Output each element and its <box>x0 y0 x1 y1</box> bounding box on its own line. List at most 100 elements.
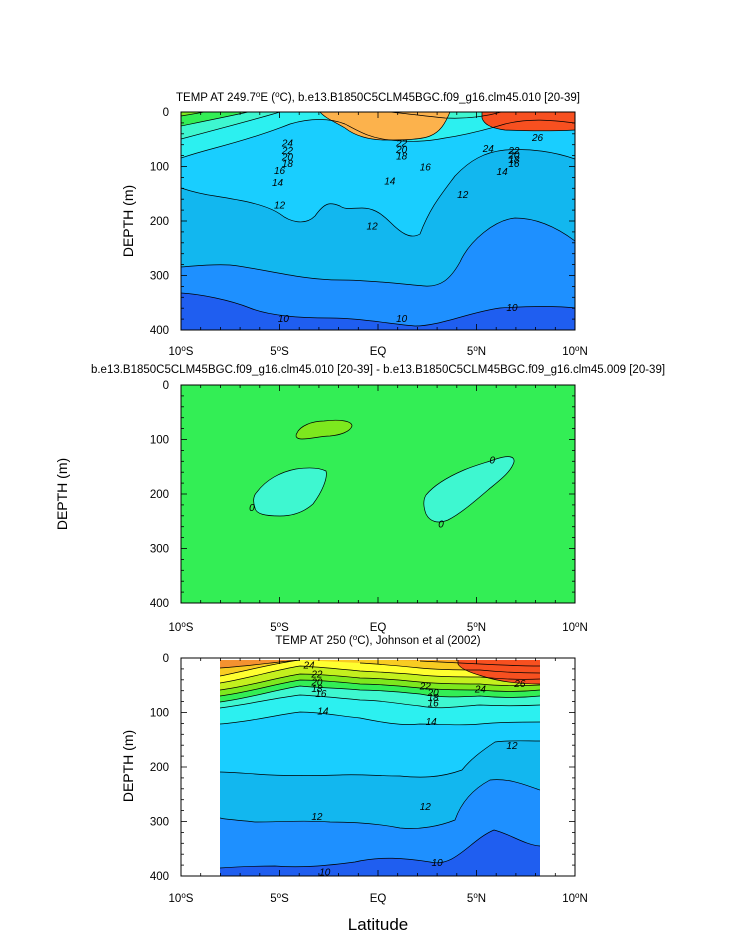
x-tick-label: EQ <box>370 346 387 358</box>
contour-label: 14 <box>317 706 329 717</box>
fill-band-20-22 <box>181 66 575 112</box>
y-tick-label: 400 <box>150 598 169 610</box>
panel-3-y-axis-label: DEPTH (m) <box>120 730 136 802</box>
y-tick-label: 300 <box>150 271 169 283</box>
x-tick-label: 5oN <box>467 620 486 634</box>
x-axis-label: Latitude <box>348 915 409 934</box>
y-tick-label: 300 <box>150 817 169 829</box>
contour-label: 16 <box>274 166 286 177</box>
contour-label: 24 <box>482 144 495 155</box>
x-tick-label: 5oS <box>270 891 289 905</box>
contour-label: 22 <box>395 139 408 150</box>
panel-3: TEMP AT 250 (oC), Johnson et al (2002) <box>220 633 540 876</box>
contour-label: 10 <box>278 314 290 325</box>
contour-label: 10 <box>432 858 444 869</box>
contour-label: 0 <box>249 503 255 514</box>
contour-labels-layer: 2422201816141222201816141212242622201816… <box>249 133 544 879</box>
contour-label: 14 <box>497 167 509 178</box>
y-tick-label: 300 <box>150 544 169 556</box>
panel-3-title: TEMP AT 250 (oC), Johnson et al (2002) <box>275 633 480 647</box>
contour-label: 16 <box>420 163 432 174</box>
contour-label: 0 <box>438 519 444 530</box>
contour-label: 18 <box>428 693 440 704</box>
contour-label: 16 <box>315 689 327 700</box>
contour-label: 14 <box>272 178 284 189</box>
y-tick-label: 100 <box>150 435 169 447</box>
contour-label: 0 <box>489 456 495 467</box>
y-tick-label: 0 <box>163 380 169 392</box>
y-tick-label: 200 <box>150 489 169 501</box>
contour-label: 20 <box>507 151 520 162</box>
contour-label: 20 <box>395 145 408 156</box>
panel-2: b.e13.B1850C5CLM45BGC.f09_g16.clm45.010 … <box>91 364 665 603</box>
panel-1-title: TEMP AT 249.7oE (oC), b.e13.B1850C5CLM45… <box>176 90 580 104</box>
contour-label: 12 <box>274 201 286 212</box>
contour-label: 18 <box>311 684 323 695</box>
y-tick-label: 400 <box>150 871 169 883</box>
contour-label: 20 <box>310 677 323 688</box>
contour-label: 24 <box>474 685 487 696</box>
contour-label: 24 <box>302 661 315 672</box>
y-tick-label: 0 <box>163 653 169 665</box>
panel-1: TEMP AT 249.7oE (oC), b.e13.B1850C5CLM45… <box>176 66 580 330</box>
x-tick-label: EQ <box>370 622 387 634</box>
contour-label: 14 <box>426 717 438 728</box>
x-tick-label: 5oS <box>270 620 289 634</box>
contour-label: 26 <box>531 133 544 144</box>
x-tick-label: 5oS <box>270 344 289 358</box>
x-tick-label: 10oS <box>169 344 194 358</box>
fill-diff-negative-east <box>423 456 515 523</box>
contour-label: 18 <box>282 159 294 170</box>
x-tick-label: 10oN <box>562 891 588 905</box>
contour-label: 10 <box>506 303 518 314</box>
panel-1-y-axis-label: DEPTH (m) <box>120 185 136 257</box>
x-tick-label: 10oS <box>169 891 194 905</box>
x-tick-label: 5oN <box>467 891 486 905</box>
fill-band-26-plus <box>482 112 575 131</box>
panel-1-contour-lines <box>181 112 575 327</box>
panel-3-contour-lines <box>220 660 540 869</box>
contour-label: 10 <box>319 868 331 879</box>
contour-label: 26 <box>513 679 526 690</box>
panel-2-y-axis-label: DEPTH (m) <box>54 458 70 530</box>
fill-band-12-13 <box>181 112 575 237</box>
contour-label: 12 <box>311 812 323 823</box>
y-tick-label: 200 <box>150 216 169 228</box>
fill-band-26-plus <box>458 660 540 684</box>
x-tick-label: 10oN <box>562 344 588 358</box>
contour-label: 18 <box>396 152 408 163</box>
fill-diff-negative-west <box>253 467 327 517</box>
y-tick-label: 100 <box>150 162 169 174</box>
x-tick-label: EQ <box>370 893 387 905</box>
fill-diff-positive <box>295 419 353 440</box>
contour-label: 16 <box>428 699 440 710</box>
contour-label: 14 <box>384 177 396 188</box>
contour-label: 20 <box>281 153 294 164</box>
contour-label: 12 <box>506 741 518 752</box>
contour-label: 10 <box>396 314 408 325</box>
contour-label: 24 <box>281 139 294 150</box>
y-tick-label: 100 <box>150 708 169 720</box>
contour-label: 22 <box>281 146 294 157</box>
panel-2-contour-fills <box>181 385 575 603</box>
contour-label: 22 <box>310 669 323 680</box>
fill-warm-center <box>320 112 450 140</box>
contour-label: 16 <box>508 159 520 170</box>
y-tick-label: 0 <box>163 107 169 119</box>
contour-label: 22 <box>507 146 520 157</box>
panel-2-title: b.e13.B1850C5CLM45BGC.f09_g16.clm45.010 … <box>91 364 665 376</box>
x-tick-label: 10oN <box>562 620 588 634</box>
x-tick-label: 10oS <box>169 620 194 634</box>
contour-label: 12 <box>367 221 379 232</box>
contour-label: 20 <box>427 688 440 699</box>
fill-diff-zero <box>181 385 575 603</box>
contour-label: 12 <box>420 802 432 813</box>
y-tick-label: 400 <box>150 325 169 337</box>
contour-label: 18 <box>508 155 520 166</box>
y-tick-label: 200 <box>150 762 169 774</box>
panel-1-contour-fills <box>181 66 575 330</box>
contour-label: 22 <box>419 681 432 692</box>
x-tick-label: 5oN <box>467 344 486 358</box>
